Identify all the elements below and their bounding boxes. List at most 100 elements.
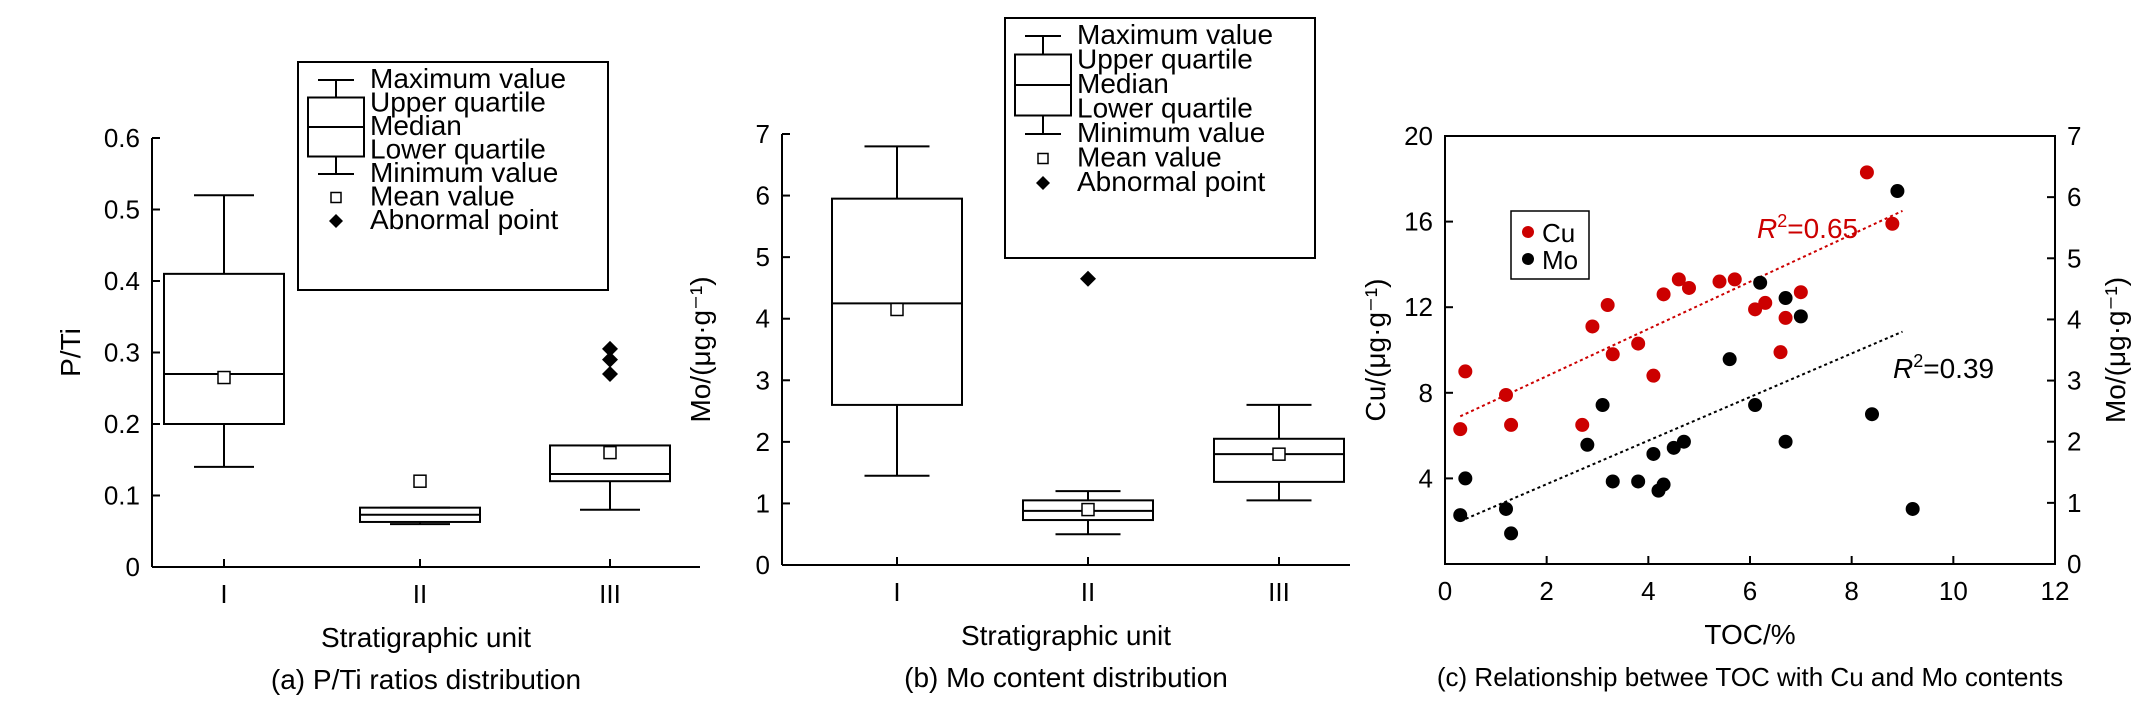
x-axis-label: Stratigraphic unit	[961, 620, 1171, 651]
r2-superscript: 2	[1777, 211, 1787, 231]
y2-tick-label: 3	[2067, 366, 2081, 396]
legend-frame	[1510, 210, 1590, 280]
y-tick-label: 5	[756, 242, 770, 272]
iqr-box	[549, 444, 671, 483]
data-point-Cu	[1585, 319, 1600, 334]
legend-frame	[1004, 17, 1316, 259]
iqr-box	[831, 197, 963, 406]
legend-entry: Lower quartile	[1077, 93, 1253, 124]
y-tick-label: 0.5	[104, 195, 140, 225]
legend-entry: Mo	[1542, 245, 1578, 275]
data-point-Cu	[1575, 417, 1590, 432]
y-tick-label: 0	[126, 552, 140, 582]
y2-axis-label: Mo/(μg·g⁻¹)	[2100, 277, 2131, 423]
y-axis-label: P/Ti	[55, 328, 86, 377]
data-point-Cu	[1453, 422, 1468, 437]
r2-label-Mo: R2=0.39	[1893, 351, 1994, 384]
r2-value: =0.65	[1787, 213, 1858, 244]
data-point-Mo	[1458, 471, 1473, 486]
trendline-Mo	[1459, 330, 1903, 523]
box-III	[1213, 403, 1345, 502]
y-tick-label: 0.1	[104, 481, 140, 511]
data-point-Mo	[1793, 309, 1808, 324]
x-tick-label: 6	[1743, 576, 1757, 606]
box-II	[359, 474, 481, 526]
mean-marker	[413, 474, 427, 488]
panel-caption: (c) Relationship betwee TOC with Cu and …	[1437, 662, 2063, 692]
data-point-Mo	[1595, 398, 1610, 413]
y-tick-label: 1	[756, 488, 770, 518]
y-tick-label: 4	[1419, 463, 1433, 493]
mean-marker	[1272, 447, 1286, 461]
legend-marker-Cu	[1522, 226, 1534, 238]
legend-entry: Minimum value	[370, 157, 558, 188]
data-point-Cu	[1458, 364, 1473, 379]
r2-text: R2=0.39	[1893, 351, 1994, 384]
y2-tick-label: 7	[2067, 121, 2081, 151]
data-point-Mo	[1778, 434, 1793, 449]
x-tick-label: 0	[1438, 576, 1452, 606]
data-point-Cu	[1600, 298, 1615, 313]
x-tick-label: III	[1268, 577, 1290, 607]
y-tick-label: 6	[756, 181, 770, 211]
y2-tick-label: 5	[2067, 243, 2081, 273]
outlier-point	[602, 340, 618, 357]
y-axis-label: Cu/(μg·g⁻¹)	[1360, 279, 1391, 422]
box-I	[163, 194, 285, 468]
legend-entry: Abnormal point	[1077, 166, 1266, 197]
r2-text: R2=0.65	[1757, 211, 1858, 244]
panel-caption: (a) P/Ti ratios distribution	[271, 664, 581, 695]
y-tick-label: 8	[1419, 378, 1433, 408]
y-tick-label: 20	[1404, 121, 1433, 151]
legend-entry: Mean value	[370, 181, 515, 212]
data-point-Mo	[1666, 440, 1681, 455]
legend-entry: Maximum value	[1077, 19, 1273, 50]
y-tick-label: 0.3	[104, 338, 140, 368]
y-tick-label: 0.6	[104, 123, 140, 153]
legend-entry: Upper quartile	[1077, 44, 1253, 75]
boxplot-panel-a: 00.10.20.30.40.50.6I II IIIP/TiStratigraph…	[55, 61, 700, 695]
y-tick-label: 16	[1404, 207, 1433, 237]
plot-frame	[1444, 135, 2056, 565]
data-point-Cu	[1671, 272, 1686, 287]
x-tick-label: II	[1081, 577, 1095, 607]
x-axis-label: TOC/%	[1704, 619, 1795, 650]
legend-entry: Lower quartile	[370, 134, 546, 165]
legend-entry: Minimum value	[1077, 117, 1265, 148]
legend-entry: Mean value	[1077, 142, 1222, 173]
data-point-Mo	[1676, 434, 1691, 449]
r2-symbol: R	[1893, 353, 1913, 384]
iqr-box	[163, 272, 285, 425]
data-point-Cu	[1773, 345, 1788, 360]
y-tick-label: 4	[756, 304, 770, 334]
legend-entry: Maximum value	[370, 63, 566, 94]
panel-caption: (b) Mo content distribution	[904, 662, 1228, 693]
y-tick-label: 2	[756, 427, 770, 457]
y-tick-label: 0.4	[104, 266, 140, 296]
box-I	[831, 145, 963, 477]
series-Cu	[1453, 165, 1900, 437]
x-tick-label: 10	[1939, 576, 1968, 606]
outlier-point	[1080, 270, 1096, 287]
data-point-Cu	[1682, 280, 1696, 295]
data-point-Cu	[1499, 387, 1513, 402]
y-axis-label: Mo/(μg·g⁻¹)	[685, 276, 716, 422]
x-tick-label: II	[413, 579, 427, 609]
data-point-Cu	[1793, 285, 1808, 300]
y2-tick-label: 6	[2067, 182, 2081, 212]
x-tick-label: 4	[1641, 576, 1655, 606]
legend-entry: Upper quartile	[370, 87, 546, 118]
y-tick-label: 12	[1404, 292, 1433, 322]
iqr-box	[1213, 437, 1345, 483]
x-tick-label: 8	[1844, 576, 1858, 606]
legend-marker-Mo	[1522, 253, 1534, 265]
x-axis-label: Stratigraphic unit	[321, 622, 531, 653]
y-tick-label: 3	[756, 365, 770, 395]
data-point-Cu	[1727, 272, 1742, 287]
y2-tick-label: 2	[2067, 427, 2081, 457]
